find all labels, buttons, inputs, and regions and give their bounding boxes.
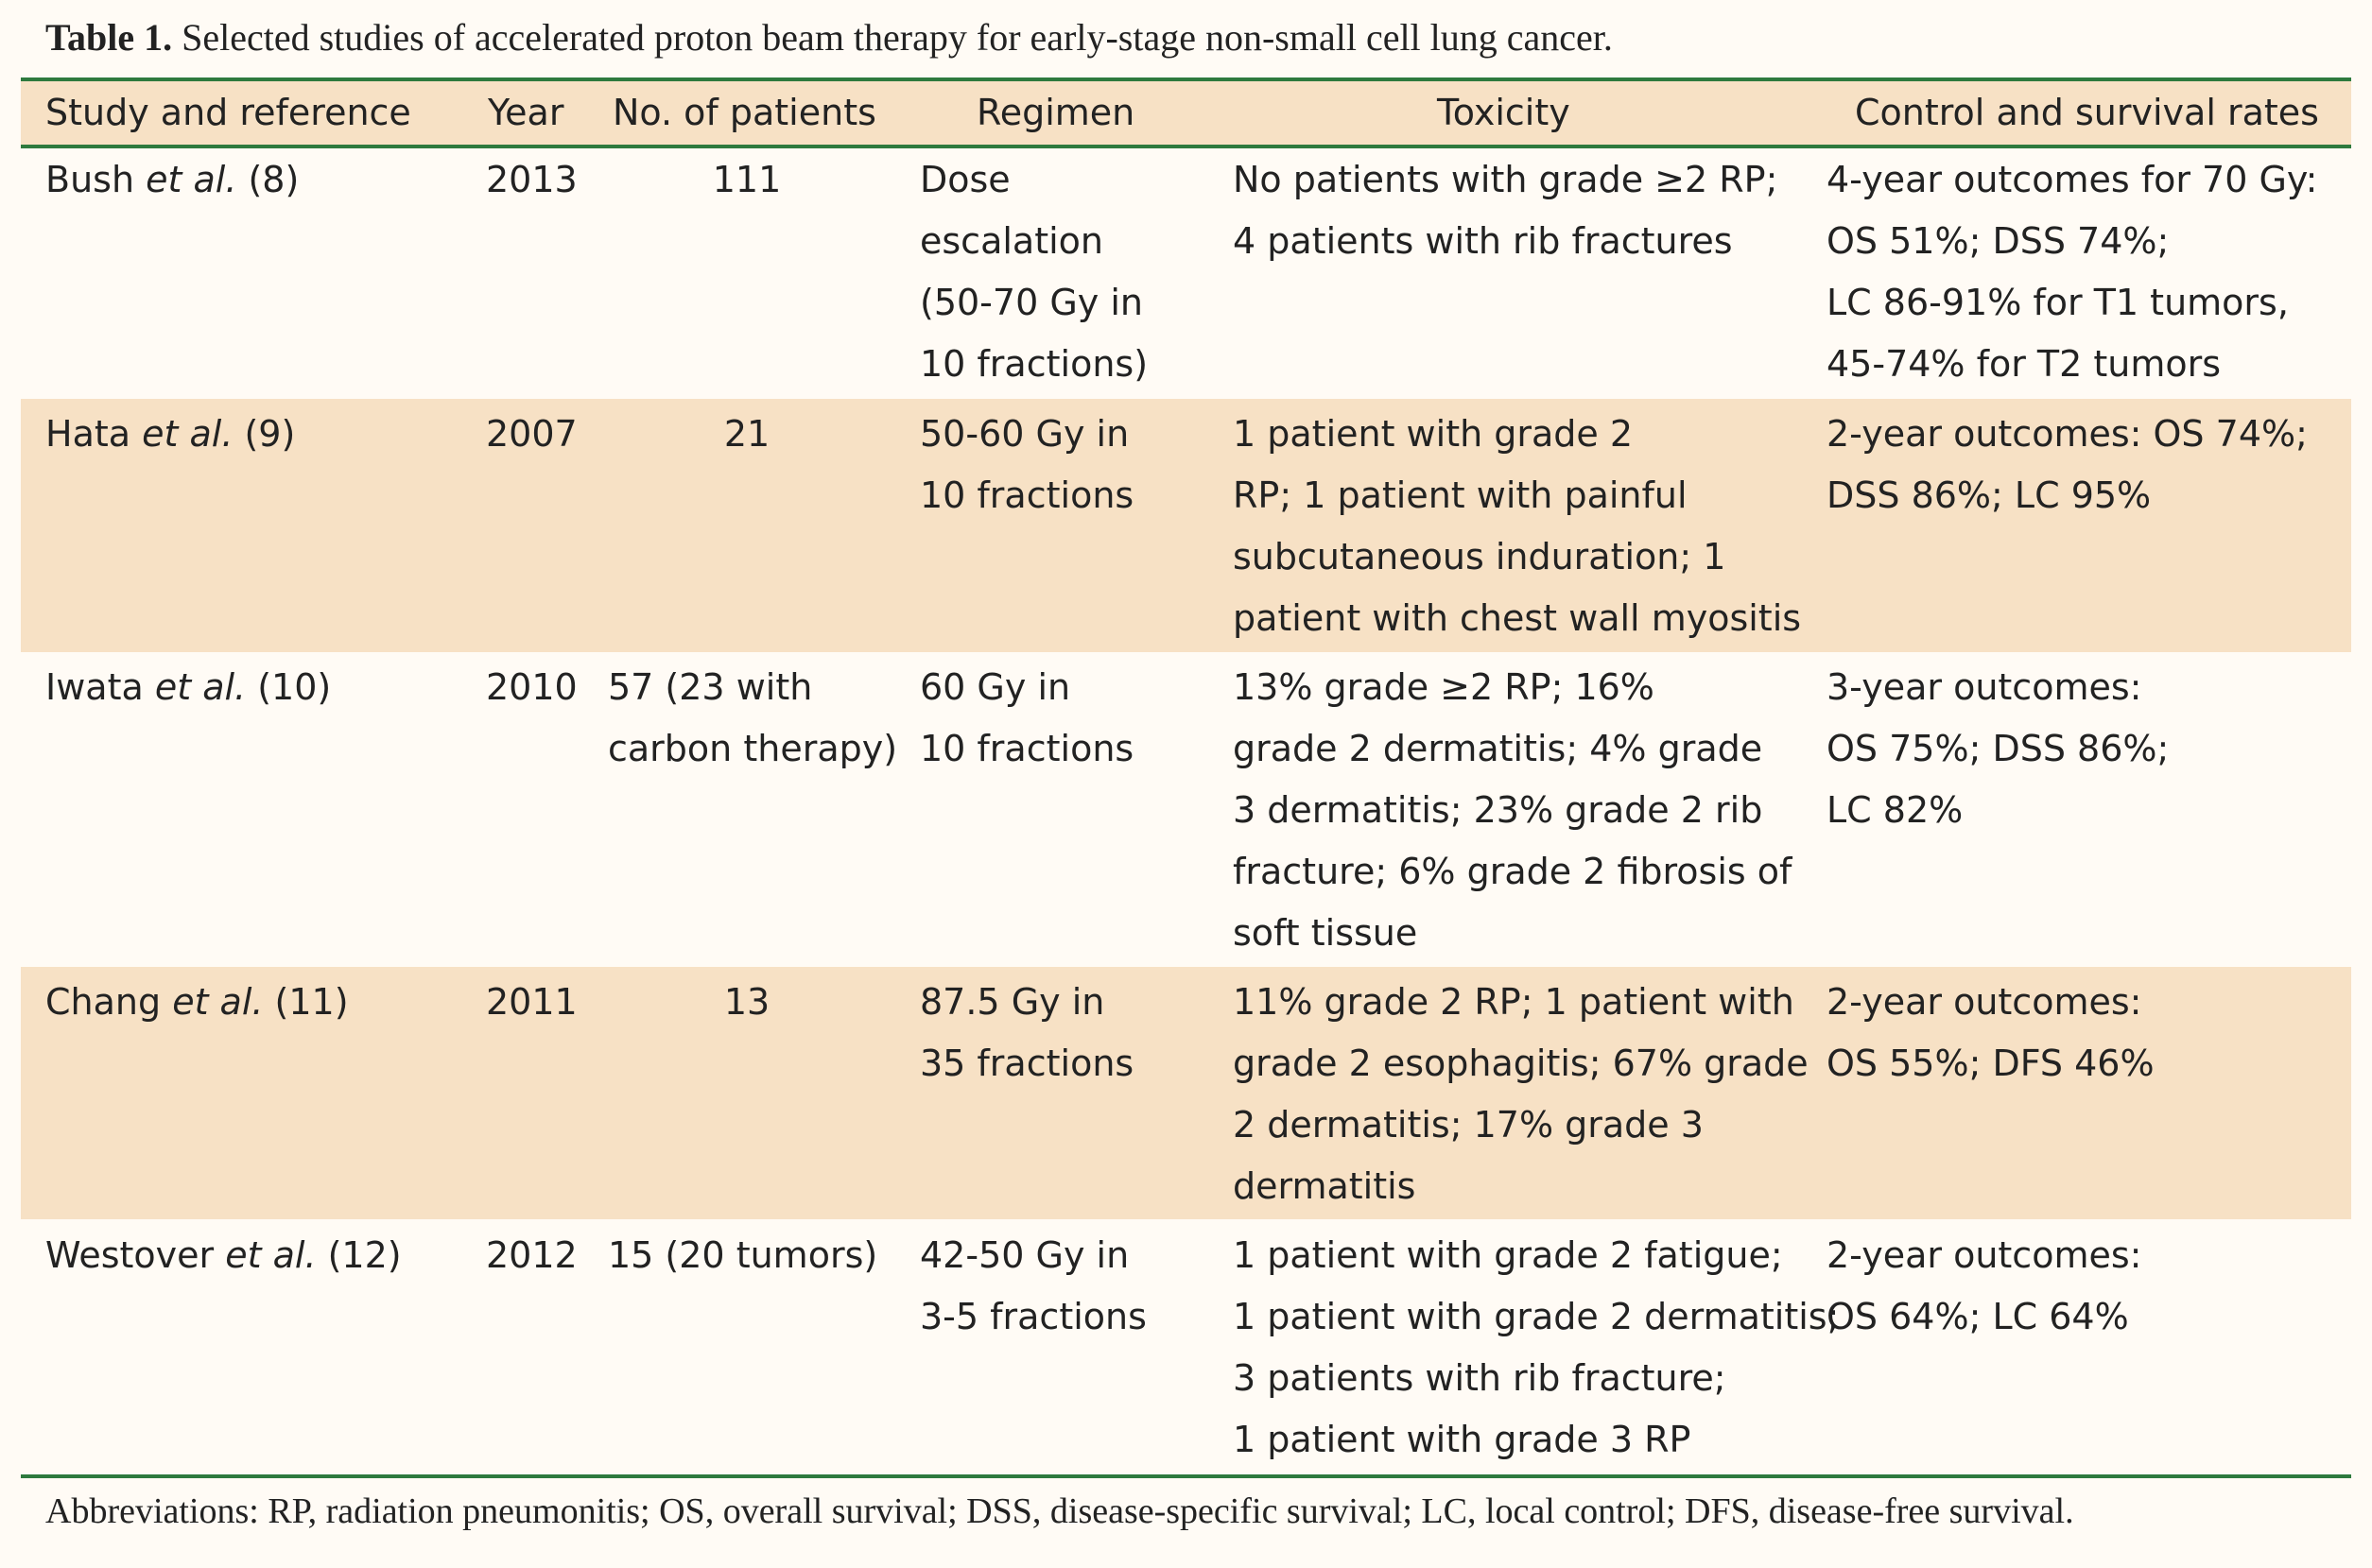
top-rule: [21, 78, 2351, 81]
cell-outcomes: 2-year outcomes: OS 74%; DSS 86%; LC 95%: [1827, 413, 2308, 516]
cell-year: 2007: [486, 413, 578, 455]
cell-study: Iwata et al. (10): [45, 666, 332, 708]
cell-toxicity: No patients with grade ≥2 RP; 4 patients…: [1233, 159, 1778, 262]
cell-study: Westover et al. (12): [45, 1234, 402, 1276]
cell-year: 2012: [486, 1234, 578, 1276]
cell-study: Bush et al. (8): [45, 159, 300, 200]
cell-year: 2010: [486, 666, 578, 708]
cell-regimen: 87.5 Gy in 35 fractions: [920, 981, 1134, 1084]
cell-outcomes: 3-year outcomes: OS 75%; DSS 86%; LC 82%: [1827, 666, 2170, 831]
cell-patients: 57 (23 with carbon therapy): [608, 666, 898, 769]
header-row: [21, 81, 2351, 145]
header-regimen: Regimen: [977, 92, 1135, 133]
cell-patients: 111: [712, 159, 782, 200]
bottom-rule: [21, 1474, 2351, 1478]
cell-regimen: 42-50 Gy in 3-5 fractions: [920, 1234, 1147, 1337]
cell-year: 2013: [486, 159, 578, 200]
cell-regimen: 60 Gy in 10 fractions: [920, 666, 1134, 769]
cell-patients: 15 (20 tumors): [608, 1234, 878, 1276]
table-row: [21, 967, 2351, 1219]
cell-patients: 13: [723, 981, 770, 1023]
header-toxicity: Toxicity: [1437, 92, 1570, 133]
caption-label: Table 1.: [45, 16, 173, 59]
cell-study: Hata et al. (9): [45, 413, 296, 455]
table-row: [21, 1219, 2351, 1474]
cell-regimen: Dose escalation (50-70 Gy in 10 fraction…: [920, 159, 1149, 385]
cell-toxicity: 1 patient with grade 2 fatigue; 1 patien…: [1233, 1234, 1840, 1460]
header-year: Year: [488, 92, 564, 133]
header-rule: [21, 145, 2351, 148]
table-row: [21, 148, 2351, 399]
cell-outcomes: 4-year outcomes for 70 Gy: OS 51%; DSS 7…: [1827, 159, 2318, 385]
cell-regimen: 50-60 Gy in 10 fractions: [920, 413, 1134, 516]
cell-outcomes: 2-year outcomes: OS 64%; LC 64%: [1827, 1234, 2142, 1337]
table-row: [21, 652, 2351, 967]
cell-toxicity: 13% grade ≥2 RP; 16% grade 2 dermatitis;…: [1233, 666, 1792, 954]
cell-patients: 21: [723, 413, 770, 455]
cell-outcomes: 2-year outcomes: OS 55%; DFS 46%: [1827, 981, 2155, 1084]
table-caption: Table 1. Selected studies of accelerated…: [45, 15, 1613, 60]
cell-year: 2011: [486, 981, 578, 1023]
cell-study: Chang et al. (11): [45, 981, 349, 1023]
caption-text: Selected studies of accelerated proton b…: [172, 16, 1613, 59]
header-outcomes: Control and survival rates: [1855, 92, 2319, 133]
table-footnote: Abbreviations: RP, radiation pneumonitis…: [45, 1491, 2074, 1531]
table-row: [21, 399, 2351, 652]
cell-toxicity: 11% grade 2 RP; 1 patient with grade 2 e…: [1233, 981, 1809, 1207]
cell-toxicity: 1 patient with grade 2 RP; 1 patient wit…: [1233, 413, 1802, 639]
header-patients: No. of patients: [613, 92, 876, 133]
header-study: Study and reference: [45, 92, 411, 133]
